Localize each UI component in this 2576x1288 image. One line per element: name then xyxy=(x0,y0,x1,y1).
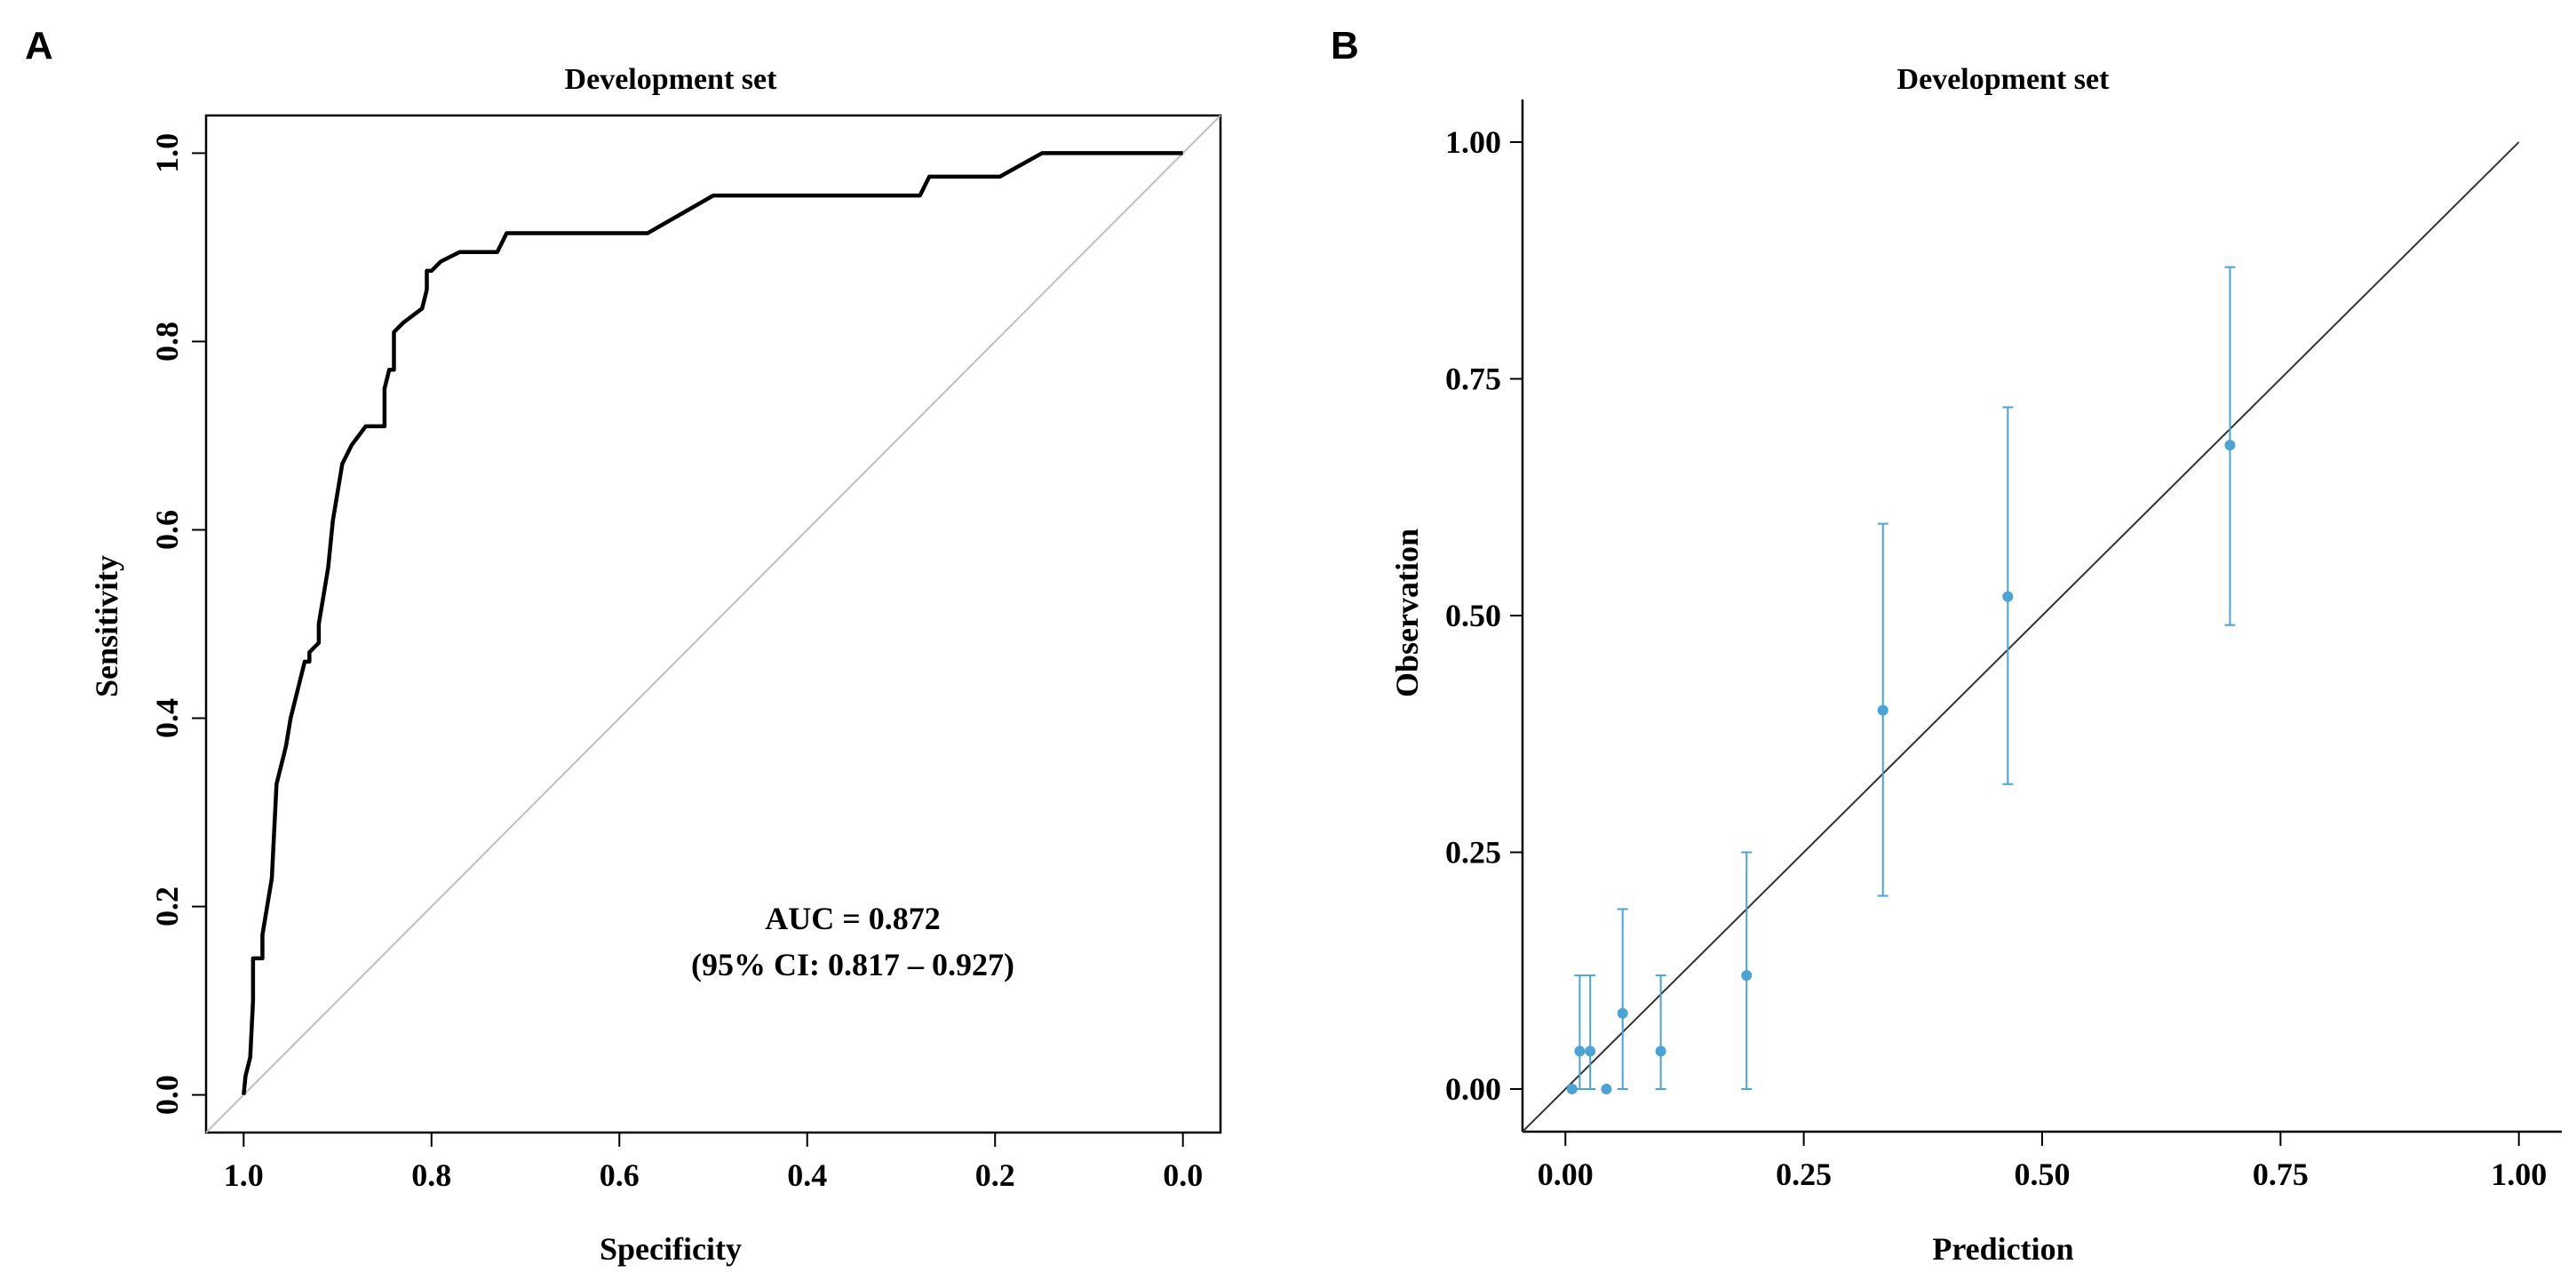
calibration-x-axis: 0.00 0.25 0.50 0.75 1.00 xyxy=(1538,1132,2547,1192)
calibration-point xyxy=(1655,1046,1666,1057)
panel-letter-a: A xyxy=(25,24,53,68)
calibration-point xyxy=(1574,1046,1586,1057)
roc-title: Development set xyxy=(565,63,778,96)
calibration-x-tick-label: 0.75 xyxy=(2253,1157,2309,1192)
roc-reference-diagonal xyxy=(205,115,1221,1133)
calibration-y-tick-label: 0.00 xyxy=(1445,1071,1501,1107)
calibration-point xyxy=(1617,1007,1628,1019)
calibration-y-tick-label: 0.25 xyxy=(1445,835,1501,871)
roc-x-tick-label: 1.0 xyxy=(224,1157,264,1193)
roc-x-tick-label: 0.2 xyxy=(975,1157,1015,1193)
calibration-title: Development set xyxy=(1897,63,2111,96)
calibration-point xyxy=(1877,704,1888,716)
roc-y-tick-label: 0.4 xyxy=(149,698,185,738)
calibration-x-tick-label: 1.00 xyxy=(2491,1157,2547,1192)
roc-x-tick-label: 0.0 xyxy=(1163,1157,1203,1193)
calibration-point xyxy=(1601,1084,1612,1095)
roc-y-tick-label: 0.8 xyxy=(149,322,185,362)
roc-x-axis-label: Specificity xyxy=(600,1231,742,1267)
calibration-point xyxy=(1585,1046,1596,1057)
roc-y-axis: 0.0 0.2 0.4 0.6 0.8 1.0 xyxy=(149,133,206,1115)
calibration-point xyxy=(1741,970,1753,982)
roc-y-tick-label: 1.0 xyxy=(149,133,185,173)
calibration-y-axis: 0.00 0.25 0.50 0.75 1.00 xyxy=(1445,124,1523,1107)
roc-curve-line xyxy=(242,151,1183,1095)
panel-a-roc: A Development set 1.0 0.8 0.6 0.4 0.2 0.0 0.0… xyxy=(25,24,1222,1267)
roc-y-tick-label: 0.0 xyxy=(149,1075,185,1115)
calibration-y-tick-label: 0.50 xyxy=(1445,598,1501,633)
calibration-x-tick-label: 0.25 xyxy=(1776,1157,1832,1192)
panel-letter-b: B xyxy=(1331,24,1359,68)
roc-y-tick-label: 0.2 xyxy=(149,886,185,926)
calibration-reference-diagonal xyxy=(1522,141,2520,1133)
panel-b-calibration: B Development set 0.00 0.25 0.50 0.75 1.00 0… xyxy=(1331,24,2562,1267)
calibration-point xyxy=(2002,591,2014,602)
calibration-y-axis-label: Observation xyxy=(1389,529,1425,697)
calibration-point xyxy=(2224,440,2236,451)
calibration-x-tick-label: 0.00 xyxy=(1538,1157,1594,1192)
roc-x-tick-label: 0.4 xyxy=(787,1157,827,1193)
roc-x-tick-label: 0.6 xyxy=(600,1157,640,1193)
calibration-point xyxy=(1566,1084,1578,1095)
roc-y-axis-label: Sensitivity xyxy=(89,555,124,697)
roc-y-tick-label: 0.6 xyxy=(149,510,185,550)
calibration-x-axis-label: Prediction xyxy=(1932,1231,2073,1267)
roc-x-axis: 1.0 0.8 0.6 0.4 0.2 0.0 xyxy=(224,1132,1203,1193)
roc-x-tick-label: 0.8 xyxy=(411,1157,451,1193)
roc-ci-annotation: (95% CI: 0.817 – 0.927) xyxy=(691,947,1014,982)
calibration-points xyxy=(1566,266,2236,1095)
calibration-x-tick-label: 0.50 xyxy=(2015,1157,2071,1192)
calibration-y-tick-label: 0.75 xyxy=(1445,361,1501,396)
calibration-y-tick-label: 1.00 xyxy=(1445,124,1501,160)
roc-auc-annotation: AUC = 0.872 xyxy=(765,901,941,936)
